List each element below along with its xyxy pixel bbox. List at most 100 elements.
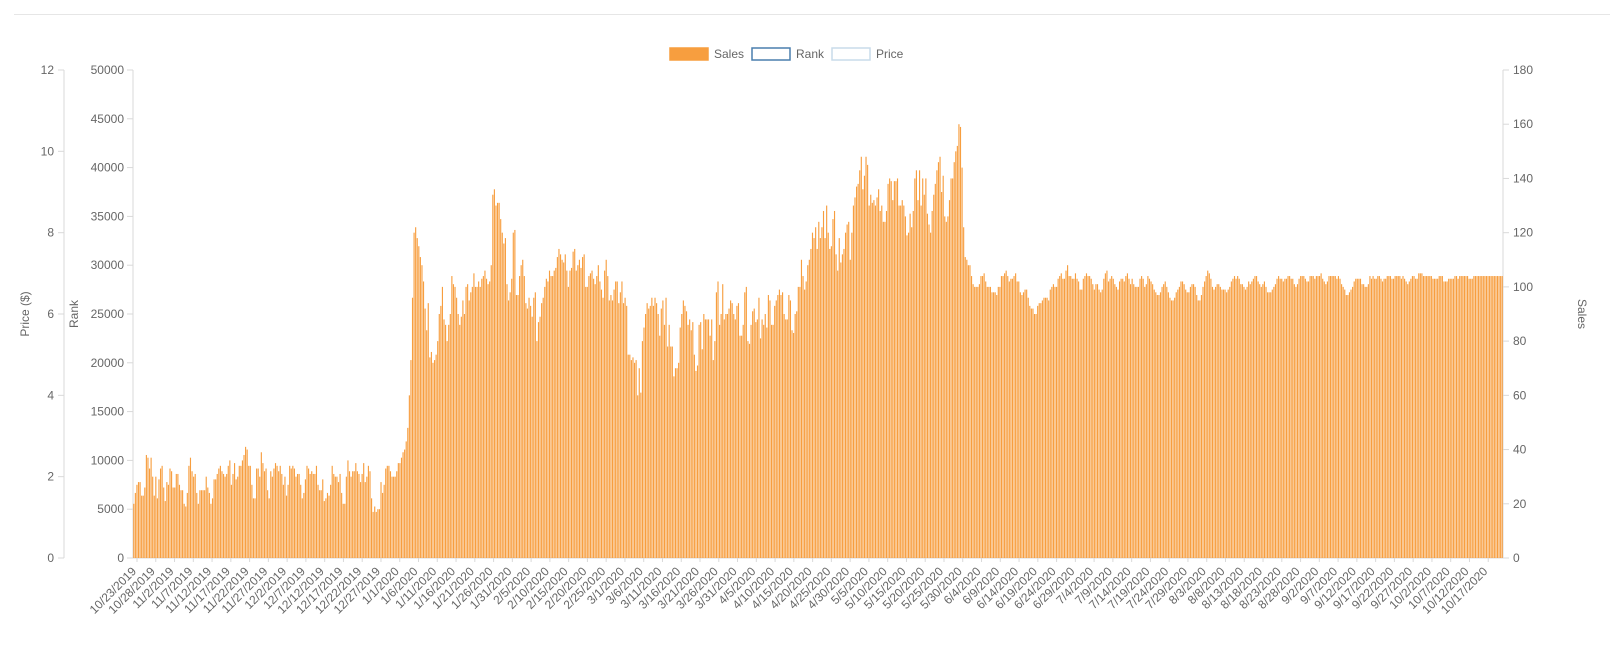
sales-bar	[522, 259, 524, 558]
sales-bar	[1101, 289, 1103, 558]
sales-bar	[1128, 278, 1130, 558]
sales-bar	[1399, 276, 1401, 558]
sales-bar	[800, 259, 803, 558]
sales-bar	[289, 465, 291, 558]
sales-bar	[1248, 281, 1250, 558]
sales-bar	[736, 305, 738, 558]
sales-bar	[148, 468, 151, 558]
sales-bar	[471, 286, 473, 558]
sales-bar	[627, 354, 629, 558]
sales-bar	[1254, 276, 1256, 558]
sales-bar	[326, 492, 329, 558]
sales-bar	[594, 284, 596, 558]
sales-bar	[1145, 284, 1147, 558]
sales-bar	[835, 254, 837, 558]
sales-bar	[1306, 281, 1308, 558]
sales-bar	[821, 227, 823, 558]
sales-bar	[350, 476, 352, 558]
sales-bar	[802, 276, 804, 558]
sales-bar	[227, 465, 229, 558]
sales-bar	[819, 238, 821, 559]
sales-bar	[1367, 284, 1369, 558]
rank-tick-label: 50000	[91, 63, 125, 77]
sales-bar	[1320, 273, 1322, 558]
sales-bar	[1196, 295, 1198, 558]
sales-bar	[1134, 286, 1136, 558]
sales-bar	[580, 267, 582, 558]
sales-bar	[509, 292, 511, 558]
sales-bar	[533, 297, 535, 558]
sales-bar	[273, 468, 275, 558]
sales-bar	[1378, 276, 1380, 558]
sales-bar	[134, 492, 136, 558]
sales-bar	[900, 205, 902, 559]
sales-bar	[1068, 276, 1070, 558]
sales-bar	[1489, 276, 1491, 558]
price-tick-label: 6	[47, 307, 54, 321]
sales-bar	[734, 319, 736, 558]
sales-bar	[1043, 297, 1045, 558]
sales-bar	[1279, 278, 1281, 558]
sales-bar	[696, 365, 699, 558]
sales-bar	[1353, 281, 1355, 558]
sales-bar	[1462, 276, 1464, 558]
sales-bar	[981, 276, 984, 558]
sales-bar	[1013, 276, 1015, 558]
sales-bar	[421, 265, 423, 558]
sales-bar	[1315, 276, 1317, 558]
sales-bar	[1440, 276, 1442, 558]
sales-bar	[985, 281, 987, 558]
sales-bar	[164, 501, 166, 558]
sales-bar	[1074, 273, 1077, 558]
sales-bar	[1296, 284, 1299, 558]
sales-bar	[152, 476, 154, 558]
sales-bar	[1213, 289, 1215, 558]
sales-bar	[993, 292, 995, 558]
sales-bar	[553, 270, 555, 558]
sales-bar	[811, 232, 814, 558]
sales-bar	[652, 305, 655, 558]
sales-bar	[1059, 276, 1061, 558]
sales-bar	[1048, 300, 1050, 558]
sales-bar	[712, 360, 714, 558]
rank-tick-label: 45000	[91, 112, 125, 126]
sales-bar	[215, 479, 217, 558]
sales-bar	[945, 221, 947, 559]
sales-bar	[257, 468, 259, 558]
sales-bar	[961, 167, 963, 558]
sales-bar	[525, 303, 527, 558]
sales-bar	[730, 300, 732, 558]
sales-bar	[1421, 273, 1423, 558]
sales-bar	[311, 471, 313, 558]
sales-bar	[923, 194, 925, 558]
sales-bar	[1487, 276, 1489, 558]
sales-bar	[445, 324, 447, 558]
legend-swatch-price	[831, 47, 871, 61]
sales-bar	[830, 246, 832, 558]
sales-bar	[629, 354, 631, 558]
sales-bar	[287, 484, 289, 558]
sales-bar	[1347, 295, 1349, 558]
sales-bar	[1337, 276, 1340, 558]
sales-bar	[1159, 292, 1162, 558]
sales-bar	[1432, 278, 1434, 558]
sales-bar	[815, 227, 817, 558]
sales-bar	[1363, 284, 1365, 558]
sales-bar	[1300, 276, 1302, 558]
sales-bar	[141, 495, 143, 558]
sales-bar	[1473, 276, 1475, 558]
sales-bar	[1029, 305, 1031, 558]
sales-bar	[180, 490, 182, 558]
sales-bar	[519, 276, 521, 558]
sales-bar	[1172, 300, 1174, 558]
sales-bar	[489, 281, 491, 558]
sales-bar	[1163, 284, 1165, 558]
sales-bar	[841, 254, 843, 558]
sales-bar	[810, 248, 812, 558]
sales-bar	[689, 319, 691, 558]
sales-bar	[1040, 303, 1042, 558]
sales-bar	[235, 479, 237, 558]
sales-bar	[1415, 278, 1417, 558]
sales-bar	[1336, 278, 1338, 558]
sales-bar	[530, 305, 532, 558]
